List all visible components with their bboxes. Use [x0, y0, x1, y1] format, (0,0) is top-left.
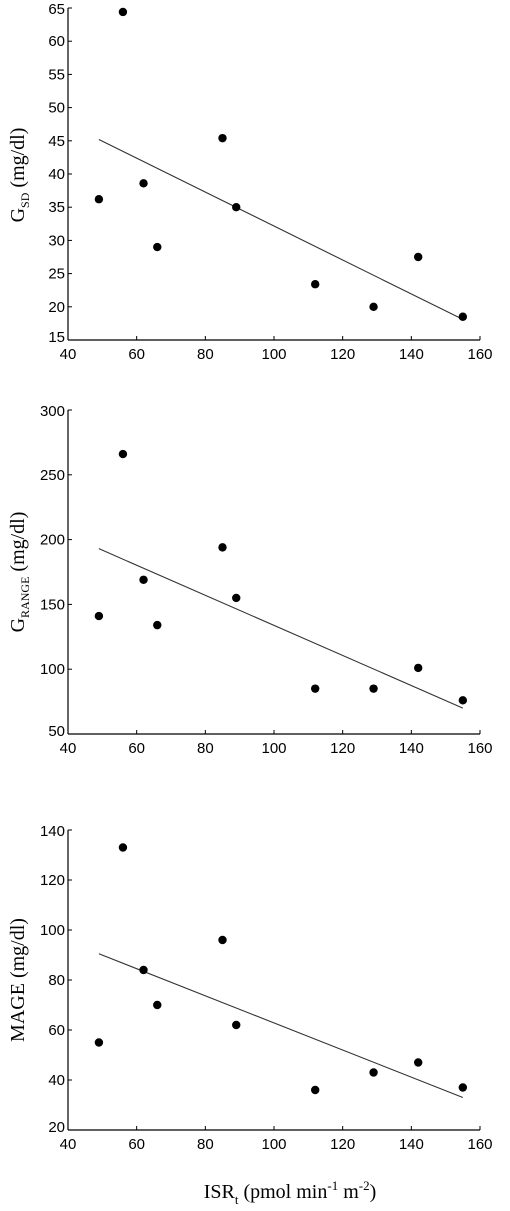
x-label-sup2: -2: [359, 1178, 370, 1193]
x-label-sub: t: [235, 1192, 239, 1207]
grange-data-point: [153, 620, 162, 630]
gsd-data-point: [218, 133, 227, 143]
mage-data-point: [414, 1058, 423, 1067]
gsd-data-point: [414, 252, 423, 262]
grange-x-tick-label: 80: [197, 740, 214, 757]
grange-data-point: [311, 684, 320, 693]
x-label-sup1: -1: [327, 1178, 338, 1193]
gsd-data-point: [94, 195, 104, 204]
mage-x-tick-label: 60: [128, 1136, 145, 1153]
gsd-y-tick-label: 40: [48, 166, 65, 183]
grange-data-point: [369, 684, 378, 693]
gsd-x-tick-label: 40: [60, 346, 77, 363]
gsd-data-point: [311, 280, 320, 289]
gsd-x-tick-label: 160: [467, 346, 492, 363]
gsd-scatter-panel: 15 20 25 30 35 40 45 50 55 60 65 40 60 80 100 120 140 160…: [7, 1, 493, 363]
x-label-rest3: ): [370, 1181, 377, 1203]
gsd-data-point: [153, 242, 162, 252]
x-label-main: ISR: [204, 1181, 236, 1203]
mage-x-tick-label: 120: [330, 1136, 355, 1153]
gsd-x-tick-label: 140: [399, 346, 424, 363]
grange-scatter-panel: 50 100 150 200 250 300 40 60 80 100 120 140 160 GRANG…: [7, 403, 493, 757]
grange-x-tick-label: 120: [330, 740, 355, 757]
mage-data-point: [218, 935, 227, 945]
gsd-data-point: [118, 7, 128, 17]
mage-x-tick-label: 100: [261, 1136, 286, 1153]
gsd-x-tick-label: 80: [197, 346, 214, 363]
mage-y-tick-label: 80: [48, 972, 65, 989]
grange-x-tick-label: 160: [467, 740, 492, 757]
mage-data-point: [94, 1038, 104, 1047]
grange-x-tick-label: 40: [60, 740, 77, 757]
mage-x-tick-label: 160: [467, 1136, 492, 1153]
mage-x-tick-label: 40: [60, 1136, 77, 1153]
grange-data-point: [94, 611, 104, 621]
mage-y-tick-label: 120: [40, 872, 65, 889]
mage-y-axis-label: MAGE (mg/dl): [7, 918, 29, 1042]
grange-y-tick-label: 300: [40, 403, 65, 420]
gsd-x-tick-label: 60: [128, 346, 145, 363]
gsd-data-point: [139, 179, 148, 188]
grange-trend-line: [98, 548, 464, 709]
grange-data-point: [232, 593, 241, 603]
grange-data-point: [218, 543, 227, 552]
gsd-y-tick-label: 65: [48, 1, 65, 18]
grange-x-tick-label: 60: [128, 740, 145, 757]
gsd-y-tick-label: 15: [48, 329, 65, 346]
gsd-y-tick-label: 25: [48, 266, 65, 283]
gsd-y-tick-label: 50: [48, 100, 65, 117]
mage-trend-line: [98, 953, 464, 1099]
grange-y-tick-label: 150: [40, 596, 65, 613]
grange-data-point: [118, 449, 128, 459]
gsd-x-tick-label: 120: [330, 346, 355, 363]
grange-y-tick-label: 200: [40, 532, 65, 549]
mage-x-tick-label: 80: [197, 1136, 214, 1153]
gsd-y-tick-label: 45: [48, 133, 65, 150]
mage-data-point: [311, 1085, 320, 1095]
grange-data-point: [458, 696, 468, 705]
mage-data-point: [232, 1020, 241, 1030]
mage-data-point: [153, 1000, 162, 1010]
gsd-y-tick-label: 60: [48, 33, 65, 50]
mage-y-tick-label: 40: [48, 1072, 65, 1089]
mage-data-point: [139, 965, 148, 975]
mage-y-tick-label: 60: [48, 1022, 65, 1039]
mage-y-tick-label: 140: [40, 823, 65, 840]
grange-x-tick-label: 140: [399, 740, 424, 757]
gsd-data-point: [369, 302, 378, 311]
gsd-y-tick-label: 20: [48, 299, 65, 316]
x-axis-label: ISRt (pmol min-1 m-2): [204, 1178, 377, 1207]
mage-y-tick-label: 20: [48, 1119, 65, 1136]
mage-data-point: [118, 843, 128, 852]
x-label-rest2: m: [338, 1181, 359, 1203]
grange-y-tick-label: 250: [40, 467, 65, 484]
mage-x-tick-label: 140: [399, 1136, 424, 1153]
gsd-y-tick-label: 35: [48, 199, 65, 216]
x-label-rest1: (pmol min: [238, 1181, 327, 1203]
grange-y-tick-label: 100: [40, 661, 65, 678]
mage-y-tick-label: 100: [40, 922, 65, 939]
grange-y-axis-label: GRANGE (mg/dl): [7, 512, 32, 633]
mage-data-point: [369, 1068, 378, 1077]
grange-y-tick-label: 50: [48, 723, 65, 740]
grange-data-point: [414, 663, 423, 673]
gsd-y-tick-label: 55: [48, 66, 65, 83]
grange-data-point: [139, 575, 148, 584]
grange-x-tick-label: 100: [261, 740, 286, 757]
gsd-data-point: [458, 312, 468, 321]
mage-data-point: [458, 1083, 468, 1092]
gsd-trend-line: [98, 138, 464, 320]
gsd-y-tick-label: 30: [48, 232, 65, 249]
gsd-data-point: [232, 203, 241, 212]
gsd-x-tick-label: 100: [261, 346, 286, 363]
gsd-y-axis-label: GSD (mg/dl): [7, 128, 32, 223]
